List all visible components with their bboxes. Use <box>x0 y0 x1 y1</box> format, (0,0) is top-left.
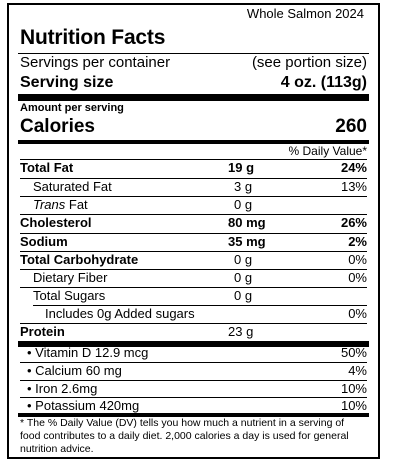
nutrient-row-total-fat: Total Fat 19 g 24% <box>20 159 367 177</box>
thick-divider <box>18 94 369 101</box>
nutrient-name: Dietary Fiber <box>33 270 108 285</box>
nutrient-dv: 0% <box>348 306 367 321</box>
nutrient-amount: 35 mg <box>228 234 266 249</box>
vitamin-row: • Calcium 60 mg 4% <box>20 362 367 380</box>
servings-value: (see portion size) <box>251 54 367 71</box>
nutrient-dv: 26% <box>340 215 367 230</box>
nutrient-dv: 0% <box>348 252 367 267</box>
serving-size-row: Serving size 4 oz. (113g) <box>20 73 367 93</box>
nutrient-name: Total Fat <box>20 160 74 175</box>
nutrient-row-sodium: Sodium 35 mg 2% <box>20 233 367 251</box>
vitamin-row: • Vitamin D 12.9 mcg 50% <box>20 344 367 362</box>
nutrient-row-total-sugars: Total Sugars 0 g <box>20 287 367 305</box>
label-title: Nutrition Facts <box>20 26 166 49</box>
nutrient-amount: 0 g <box>234 288 253 303</box>
nutrient-name: Sodium <box>20 234 68 249</box>
vitamin-name: • Calcium 60 mg <box>27 363 122 378</box>
vitamin-name: • Iron 2.6mg <box>27 381 98 396</box>
nutrient-row-saturated-fat: Saturated Fat 3 g 13% <box>20 178 367 196</box>
vitamin-dv: 4% <box>348 363 367 378</box>
nutrient-row-cholesterol: Cholesterol 80 mg 26% <box>20 214 367 232</box>
product-name: Whole Salmon 2024 <box>246 6 364 21</box>
amount-per-serving: Amount per serving <box>20 102 124 114</box>
nutrient-row-added-sugars: Includes 0g Added sugars 0% <box>20 305 367 323</box>
serving-size-label: Serving size <box>20 74 114 91</box>
nutrient-amount: 80 mg <box>228 215 266 230</box>
vitamin-name: • Vitamin D 12.9 mcg <box>27 345 149 360</box>
nutrient-row-protein: Protein 23 g <box>20 323 367 341</box>
divider <box>18 53 369 54</box>
nutrient-name: Trans Fat <box>33 197 88 212</box>
nutrient-amount: 19 g <box>228 160 255 175</box>
vitamin-dv: 10% <box>340 381 367 396</box>
vitamin-dv: 10% <box>340 398 367 413</box>
nutrient-amount: 0 g <box>234 197 253 212</box>
nutrient-row-dietary-fiber: Dietary Fiber 0 g 0% <box>20 269 367 287</box>
nutrient-name: Saturated Fat <box>33 179 112 194</box>
medium-divider <box>18 413 369 417</box>
calories-value: 260 <box>335 116 367 137</box>
nutrient-dv: 2% <box>348 234 367 249</box>
dv-header-row: % Daily Value* <box>20 144 367 158</box>
nutrient-row-trans-fat: Trans Fat 0 g <box>20 196 367 214</box>
nutrient-amount: 0 g <box>234 252 253 267</box>
nutrient-dv: 13% <box>340 179 367 194</box>
vitamin-row: • Potassium 420mg 10% <box>20 397 367 415</box>
nutrient-amount: 0 g <box>234 270 253 285</box>
nutrient-name: Total Sugars <box>33 288 106 303</box>
nutrient-name: Includes 0g Added sugars <box>45 306 195 321</box>
nutrient-name: Protein <box>20 324 65 339</box>
calories-label: Calories <box>20 116 95 137</box>
footnote: * The % Daily Value (DV) tells you how m… <box>20 417 349 455</box>
calories-row: Calories 260 <box>20 115 367 139</box>
servings-row: Servings per container (see portion size… <box>20 54 367 72</box>
medium-divider <box>18 140 369 144</box>
vitamin-dv: 50% <box>340 345 367 360</box>
vitamin-name: • Potassium 420mg <box>27 398 140 413</box>
nutrient-amount: 23 g <box>228 324 254 339</box>
nutrient-row-total-carbohydrate: Total Carbohydrate 0 g 0% <box>20 251 367 269</box>
nutrient-name: Cholesterol <box>20 215 92 230</box>
nutrient-dv: 0% <box>348 270 367 285</box>
vitamin-row: • Iron 2.6mg 10% <box>20 380 367 398</box>
nutrient-name: Total Carbohydrate <box>20 252 139 267</box>
thick-divider <box>18 341 369 347</box>
nutrition-label: Whole Salmon 2024 Nutrition Facts Servin… <box>7 3 380 459</box>
dv-header: % Daily Value* <box>288 144 367 158</box>
nutrient-dv: 24% <box>340 160 367 175</box>
nutrient-amount: 3 g <box>234 179 253 194</box>
serving-size-value: 4 oz. (113g) <box>280 74 367 91</box>
servings-label: Servings per container <box>20 54 171 71</box>
